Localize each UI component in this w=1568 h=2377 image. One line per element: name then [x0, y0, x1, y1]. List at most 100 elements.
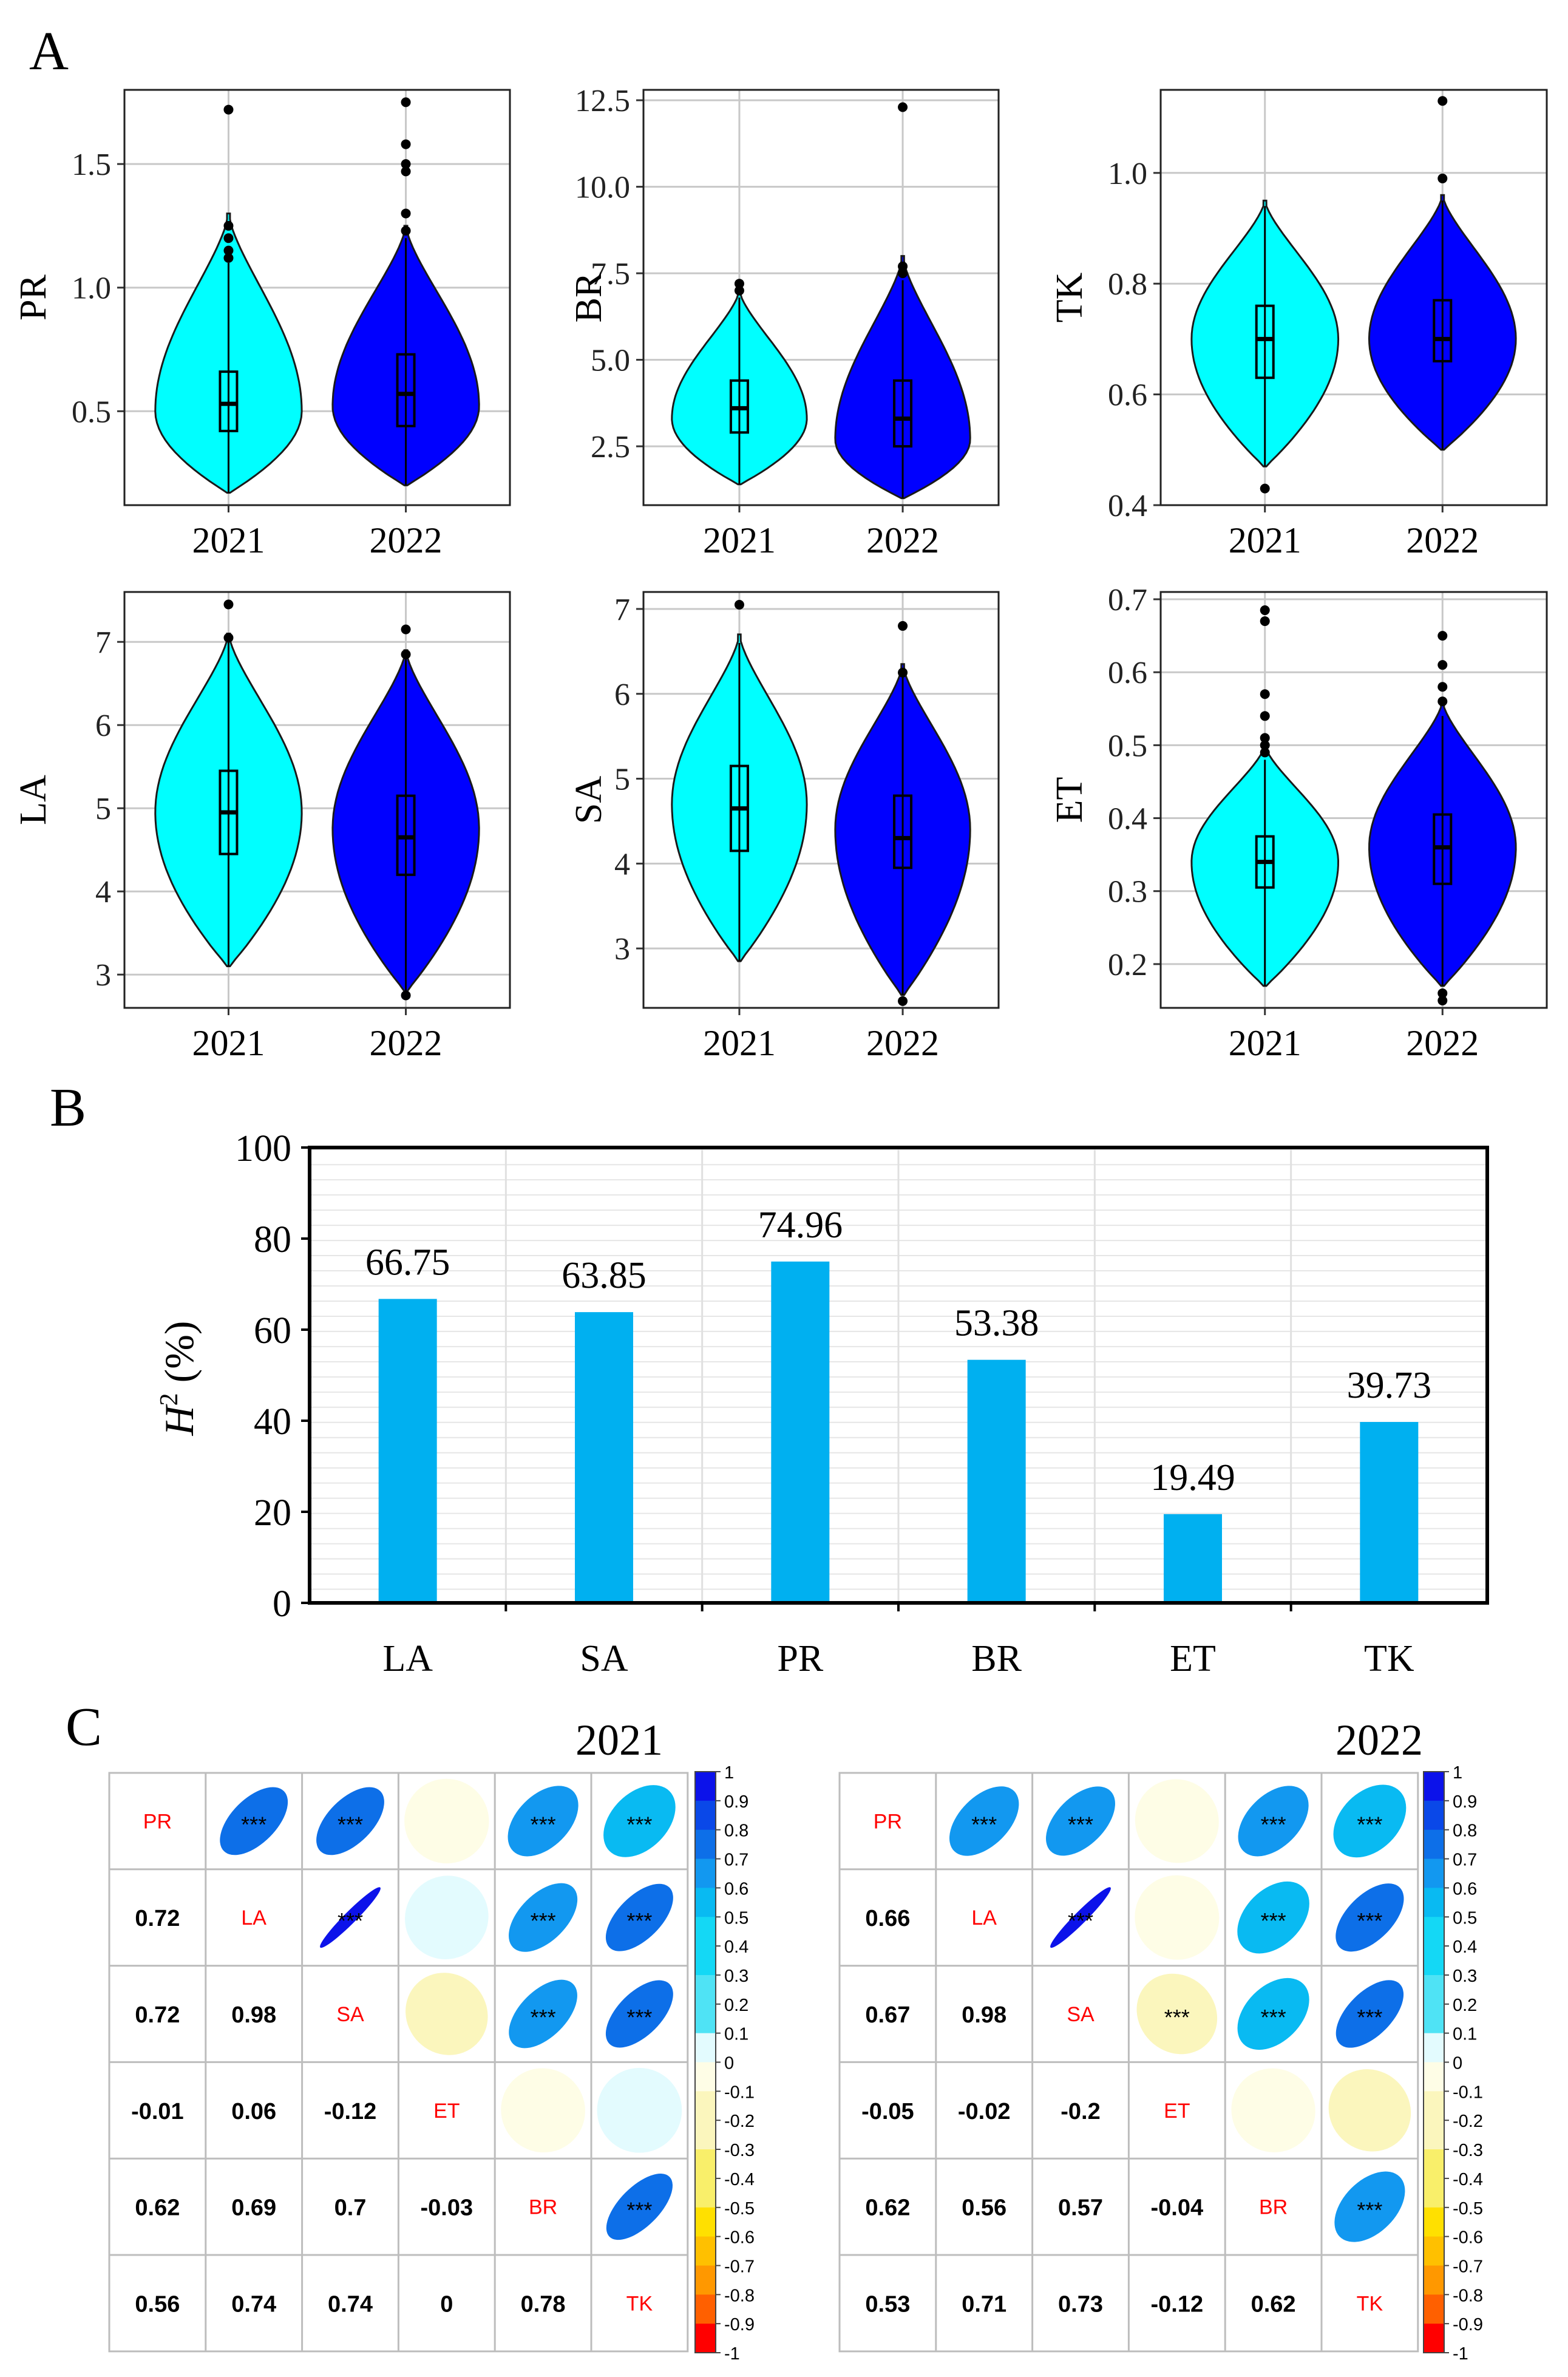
outlier-point [734, 599, 744, 610]
correlation-value: -0.02 [958, 2099, 1011, 2124]
correlation-ellipse [404, 1875, 489, 1960]
correlation-value: 0.71 [962, 2291, 1006, 2317]
colorbar-segment [695, 2178, 716, 2208]
outlier-point [1260, 605, 1270, 616]
colorbar-label: -0.7 [1453, 2257, 1483, 2276]
colorbar-segment [1424, 1917, 1444, 1947]
colorbar-label: -0.5 [724, 2199, 755, 2219]
colorbar-label: 0 [724, 2054, 734, 2073]
outlier-point [1437, 173, 1448, 183]
variable-label: ET [433, 2100, 460, 2123]
bar-et [1164, 1514, 1222, 1603]
colorbar-segment [1424, 2324, 1444, 2353]
colorbar-label: 0.7 [724, 1851, 748, 1870]
y-tick-label: 5 [95, 792, 111, 826]
correlation-value: 0.72 [135, 1906, 180, 1931]
correlation-value: 0.57 [1058, 2195, 1103, 2221]
y-tick-label: 0 [273, 1583, 291, 1625]
box-iqr [893, 379, 913, 448]
variable-label: PR [143, 1810, 172, 1833]
panel-label-a: A [29, 21, 69, 81]
significance-stars: *** [531, 2005, 556, 2030]
colorbar-segment [1424, 1829, 1444, 1860]
correlation-value: -0.12 [324, 2099, 377, 2124]
significance-stars: *** [626, 1812, 652, 1837]
y-tick-label: 7 [95, 625, 111, 660]
correlation-value: 0.98 [231, 2002, 276, 2028]
plot-frame [642, 591, 1000, 1009]
outlier-point [1260, 689, 1270, 699]
outlier-point [898, 996, 908, 1006]
plot-frame [308, 1146, 1489, 1605]
box-iqr [1255, 304, 1275, 379]
correlation-value: 0.7 [334, 2195, 367, 2221]
y-tick-label: 40 [254, 1401, 291, 1443]
outlier-point [1260, 740, 1270, 750]
y-axis-label-unit: (%) [156, 1321, 202, 1393]
y-tick-label: 0.4 [1108, 489, 1147, 523]
bar-tk [1360, 1422, 1419, 1603]
correlation-value: 0.06 [231, 2099, 276, 2124]
outlier-point [401, 990, 411, 1001]
significance-stars: *** [241, 1812, 266, 1837]
variable-label: ET [1164, 2100, 1190, 2123]
colorbar-segment [695, 2033, 716, 2062]
correlation-ellipse [603, 1785, 676, 1857]
correlation-ellipse [1231, 2068, 1315, 2152]
colorbar-segment [1424, 1974, 1444, 2005]
colorbar-label: 0.2 [1453, 1996, 1477, 2015]
y-tick-label: 6 [95, 709, 111, 743]
colorbar-segment [1424, 2091, 1444, 2121]
correlation-ellipse [1238, 1786, 1309, 1857]
variable-label: BR [529, 2196, 557, 2219]
y-tick-label: 20 [254, 1492, 291, 1534]
violin-panel-br: 2.5 5.0 7.5 10.0 12.5 2021 2022 BR [568, 84, 1000, 560]
colorbar-segment [695, 2265, 716, 2295]
correlation-value: 0.66 [865, 1906, 910, 1931]
colorbar-segment [1424, 1858, 1444, 1888]
colorbar-label: 0.9 [1453, 1792, 1477, 1812]
correlation-ellipse [320, 1887, 381, 1948]
colorbar-label: 0.4 [724, 1937, 748, 1957]
colorbar-label: -0.4 [1453, 2170, 1483, 2189]
y-tick-label: 4 [95, 875, 111, 910]
colorbar-label: -0.8 [724, 2286, 755, 2305]
bar-chart-heritability: 0 20 40 60 80 100 66.75 LA 63.85 SA 74.96 PR 53.38 BR… [155, 1128, 1489, 1679]
box-iqr [1433, 299, 1453, 362]
y-tick-label: 2.5 [591, 430, 630, 464]
y-tick-label: 0.2 [1108, 948, 1147, 982]
bar-value-label: 19.49 [1150, 1457, 1235, 1498]
colorbar-segment [1424, 2062, 1444, 2092]
correlation-value: -0.03 [420, 2195, 473, 2221]
significance-stars: *** [626, 2198, 652, 2223]
y-tick-label: 3 [614, 932, 630, 967]
bar-value-label: 74.96 [758, 1205, 843, 1246]
correlation-value: 0.62 [865, 2195, 910, 2221]
colorbar-segment [1424, 2033, 1444, 2062]
y-tick-label: 0.5 [72, 395, 111, 429]
correlation-value: -0.01 [131, 2099, 184, 2124]
y-tick-label: 6 [614, 678, 630, 712]
correlation-ellipse [1237, 1977, 1309, 2050]
correlation-ellipse [1050, 1887, 1111, 1948]
x-tick-label: ET [1170, 1638, 1216, 1679]
colorbar-label: -0.2 [1453, 2112, 1483, 2131]
colorbar-segment [695, 1974, 716, 2005]
colorbar-segment [1424, 2294, 1444, 2324]
variable-label: PR [874, 1810, 902, 1833]
significance-stars: *** [626, 2005, 652, 2030]
colorbar-label: 0.7 [1453, 1851, 1477, 1870]
variable-label: SA [1067, 2003, 1095, 2026]
significance-stars: *** [1261, 2005, 1286, 2030]
x-tick-label: SA [580, 1638, 628, 1679]
outlier-point [401, 226, 411, 236]
significance-stars: *** [626, 1908, 652, 1933]
significance-stars: *** [1261, 1908, 1286, 1933]
colorbar-label: 0.6 [724, 1879, 748, 1899]
bar-value-label: 39.73 [1347, 1365, 1432, 1406]
x-tick-label: PR [777, 1638, 823, 1679]
correlation-ellipse [404, 1778, 489, 1864]
significance-stars: *** [1068, 1812, 1093, 1837]
y-tick-label: 0.8 [1108, 267, 1147, 302]
significance-stars: *** [338, 1908, 363, 1933]
